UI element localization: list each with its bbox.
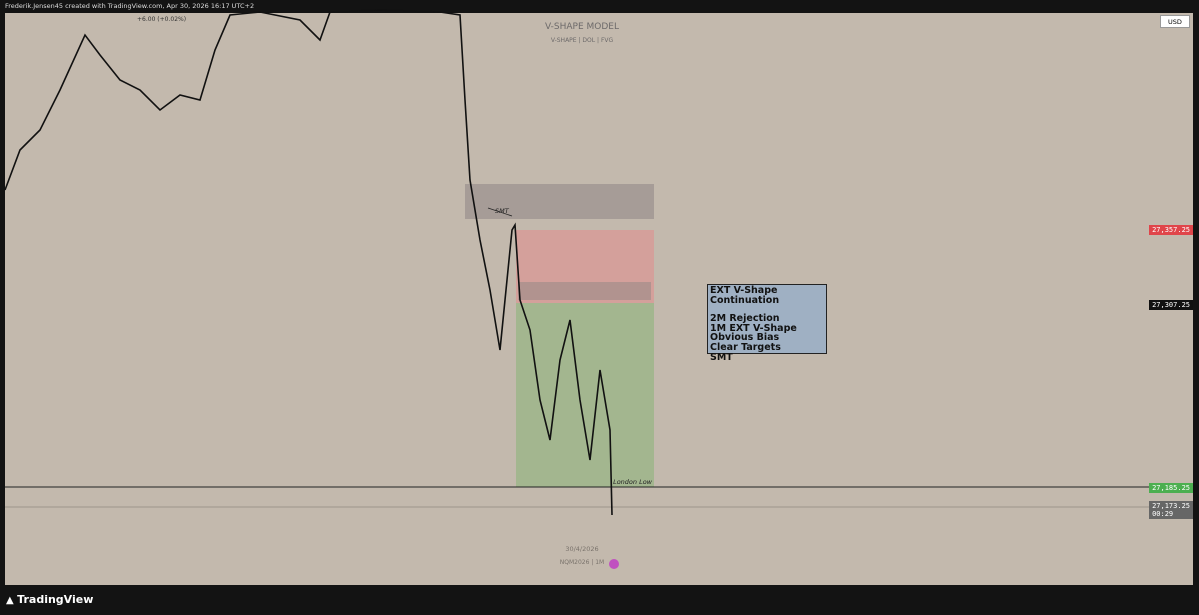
change: +6.00 (+0.02%)	[137, 16, 186, 23]
credit: Frederik.Jensen45 created with TradingVi…	[5, 2, 255, 10]
chart-title: V-SHAPE MODEL	[545, 22, 619, 32]
london-low-label: London Low	[613, 478, 653, 486]
entry-price: 27,307.25	[1149, 300, 1193, 310]
last-value: 27,173.25	[1152, 502, 1190, 510]
smt-line	[487, 207, 513, 217]
info-lines: 2M Rejection 1M EXT V-Shape Obvious Bias Cl…	[710, 314, 824, 362]
info-line: Clear Targets	[710, 341, 781, 353]
smt-label: SMT	[495, 207, 510, 215]
info-line: 2M Rejection	[710, 313, 780, 325]
currency-button[interactable]: USD	[1160, 15, 1190, 28]
symbol: NQM2026 | 1M	[560, 559, 605, 566]
price-path	[4, 9, 613, 516]
info-line: SMT	[710, 351, 733, 363]
date: 30/4/2026	[565, 545, 598, 553]
info-line: 1M EXT V-Shape	[710, 322, 797, 334]
brand-text: TradingView	[17, 593, 94, 606]
countdown: 00:29	[1152, 510, 1174, 518]
event-icon[interactable]	[609, 559, 619, 569]
info-line: Obvious Bias	[710, 332, 780, 344]
last-price: 27,173.25 00:29	[1149, 501, 1193, 519]
target-zone	[516, 303, 654, 487]
info-box: EXT V-Shape Continuation 2M Rejection 1M …	[707, 284, 827, 362]
chart-subtitle: V-SHAPE | DOL | FVG	[551, 37, 614, 44]
brand: ▲ TradingView	[6, 593, 94, 606]
fvg-zone	[465, 184, 654, 219]
target-price: 27,185.25	[1149, 483, 1193, 493]
stop-price: 27,357.25	[1149, 225, 1193, 235]
info-heading: EXT V-Shape Continuation	[710, 285, 780, 306]
gap-zone	[518, 282, 651, 300]
